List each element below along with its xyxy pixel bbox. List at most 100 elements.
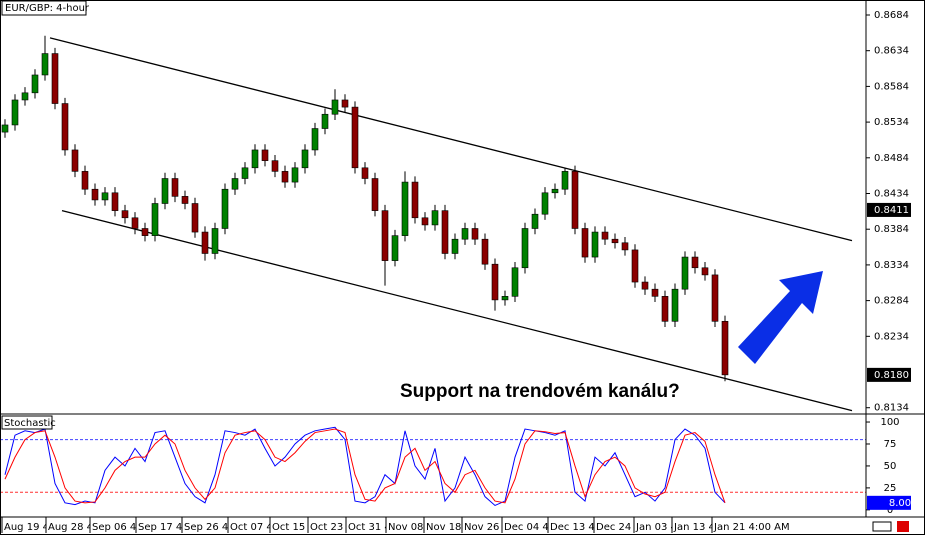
y-tick-label: 0.8584 [874, 81, 909, 92]
candle-body [591, 231, 599, 258]
y-tick-label: 0.8484 [874, 153, 909, 164]
candle-body [661, 296, 669, 322]
candle-body [31, 74, 39, 94]
candle-body [281, 171, 289, 183]
candle-body [11, 99, 19, 126]
x-tick-label: Sep 06 4:00 AM [92, 522, 171, 533]
x-tick-label: Sep 17 4:00 AM [138, 522, 217, 533]
candle-body [331, 99, 339, 115]
y-tick-label: 0.8234 [874, 331, 909, 342]
candle-body [171, 178, 179, 197]
candle-body [491, 263, 499, 301]
candle-body [341, 99, 349, 108]
y-tick-label: 0.8384 [874, 224, 909, 235]
candle-body [571, 171, 579, 229]
candle-body [531, 213, 539, 229]
candle-body [241, 167, 249, 179]
x-tick-label: Jan 13 4:00 AM [673, 522, 750, 533]
candle-body [121, 210, 129, 219]
candle-body [721, 321, 729, 376]
candle-body [621, 242, 629, 251]
x-tick-label: Dec 13 4:00 AM [550, 522, 630, 533]
y-tick-label: 50 [884, 461, 897, 472]
arrow [738, 271, 823, 364]
candle-body [41, 53, 49, 76]
candle-body [291, 167, 299, 183]
candle-body [561, 171, 569, 190]
x-tick-label: Jan 21 4:00 AM [713, 522, 790, 533]
candle-body [351, 106, 359, 169]
candle-body [681, 256, 689, 290]
stochastic-line [4, 426, 726, 507]
price-marker [867, 367, 911, 382]
candle-body [701, 267, 709, 276]
candle-body [541, 192, 549, 215]
y-tick-label: 0.8634 [874, 46, 909, 57]
candle-body [101, 192, 109, 201]
candle-body [441, 210, 449, 254]
candle-body [601, 231, 609, 240]
candle-body [71, 149, 79, 172]
trend-line [61, 210, 853, 412]
candle-body [631, 249, 639, 283]
candle-body [321, 113, 329, 129]
x-tick-bg [712, 519, 802, 534]
candle-body [131, 217, 139, 229]
x-tick-label: Aug 28 4:00 AM [48, 522, 128, 533]
candle-body [421, 217, 429, 226]
candle-body [521, 228, 529, 269]
candle-body [381, 210, 389, 261]
candle-body [251, 149, 259, 169]
y-tick-label: 0.8284 [874, 296, 909, 307]
price-marker-label: 0.8411 [874, 205, 909, 216]
value-marker-label: 8.00 [889, 498, 911, 509]
candle-body [481, 238, 489, 265]
candle-body [21, 92, 29, 101]
stochastic-line [4, 428, 726, 504]
icon[interactable] [897, 521, 909, 532]
candle-body [361, 167, 369, 179]
y-tick-label: 100 [880, 417, 899, 428]
candle-body [1, 124, 9, 133]
candle-body [141, 228, 149, 236]
candle-body [61, 103, 69, 151]
price-marker-label: 0.8180 [874, 370, 909, 381]
title-box [1, 415, 53, 430]
title-box [1, 0, 87, 16]
y-tick-label: 25 [884, 483, 897, 494]
panel-title: Stochastic [4, 418, 56, 429]
value-marker [867, 495, 911, 510]
candle-body [451, 238, 459, 254]
candle-body [551, 188, 559, 194]
candle-body [221, 188, 229, 229]
price-marker [867, 202, 911, 217]
candle-body [161, 178, 169, 204]
x-tick-label: Sep 26 4:00 AM [184, 522, 263, 533]
candle-body [91, 188, 99, 201]
candle-body [511, 267, 519, 297]
candle-body [261, 149, 269, 161]
trend-line [49, 37, 853, 242]
candle-body [191, 203, 199, 233]
candle-body [401, 181, 409, 236]
candle-body [471, 228, 479, 240]
candle-body [211, 228, 219, 254]
candle-body [691, 256, 699, 269]
y-tick-label: 0.8334 [874, 260, 909, 271]
y-tick-label: 0.8434 [874, 189, 909, 200]
candle-body [581, 228, 589, 258]
candle-body [371, 178, 379, 211]
icon[interactable] [872, 521, 892, 532]
annotation: Support na trendovém kanálu? [400, 381, 680, 402]
candle-body [611, 238, 619, 244]
candle-body [711, 274, 719, 322]
candle-body [411, 181, 419, 219]
candle-body [271, 160, 279, 172]
candle-body [51, 53, 59, 104]
y-tick-label: 0.8534 [874, 117, 909, 128]
candle-body [311, 128, 319, 151]
y-tick-label: 0 [887, 505, 893, 516]
y-tick-label: 75 [884, 439, 897, 450]
